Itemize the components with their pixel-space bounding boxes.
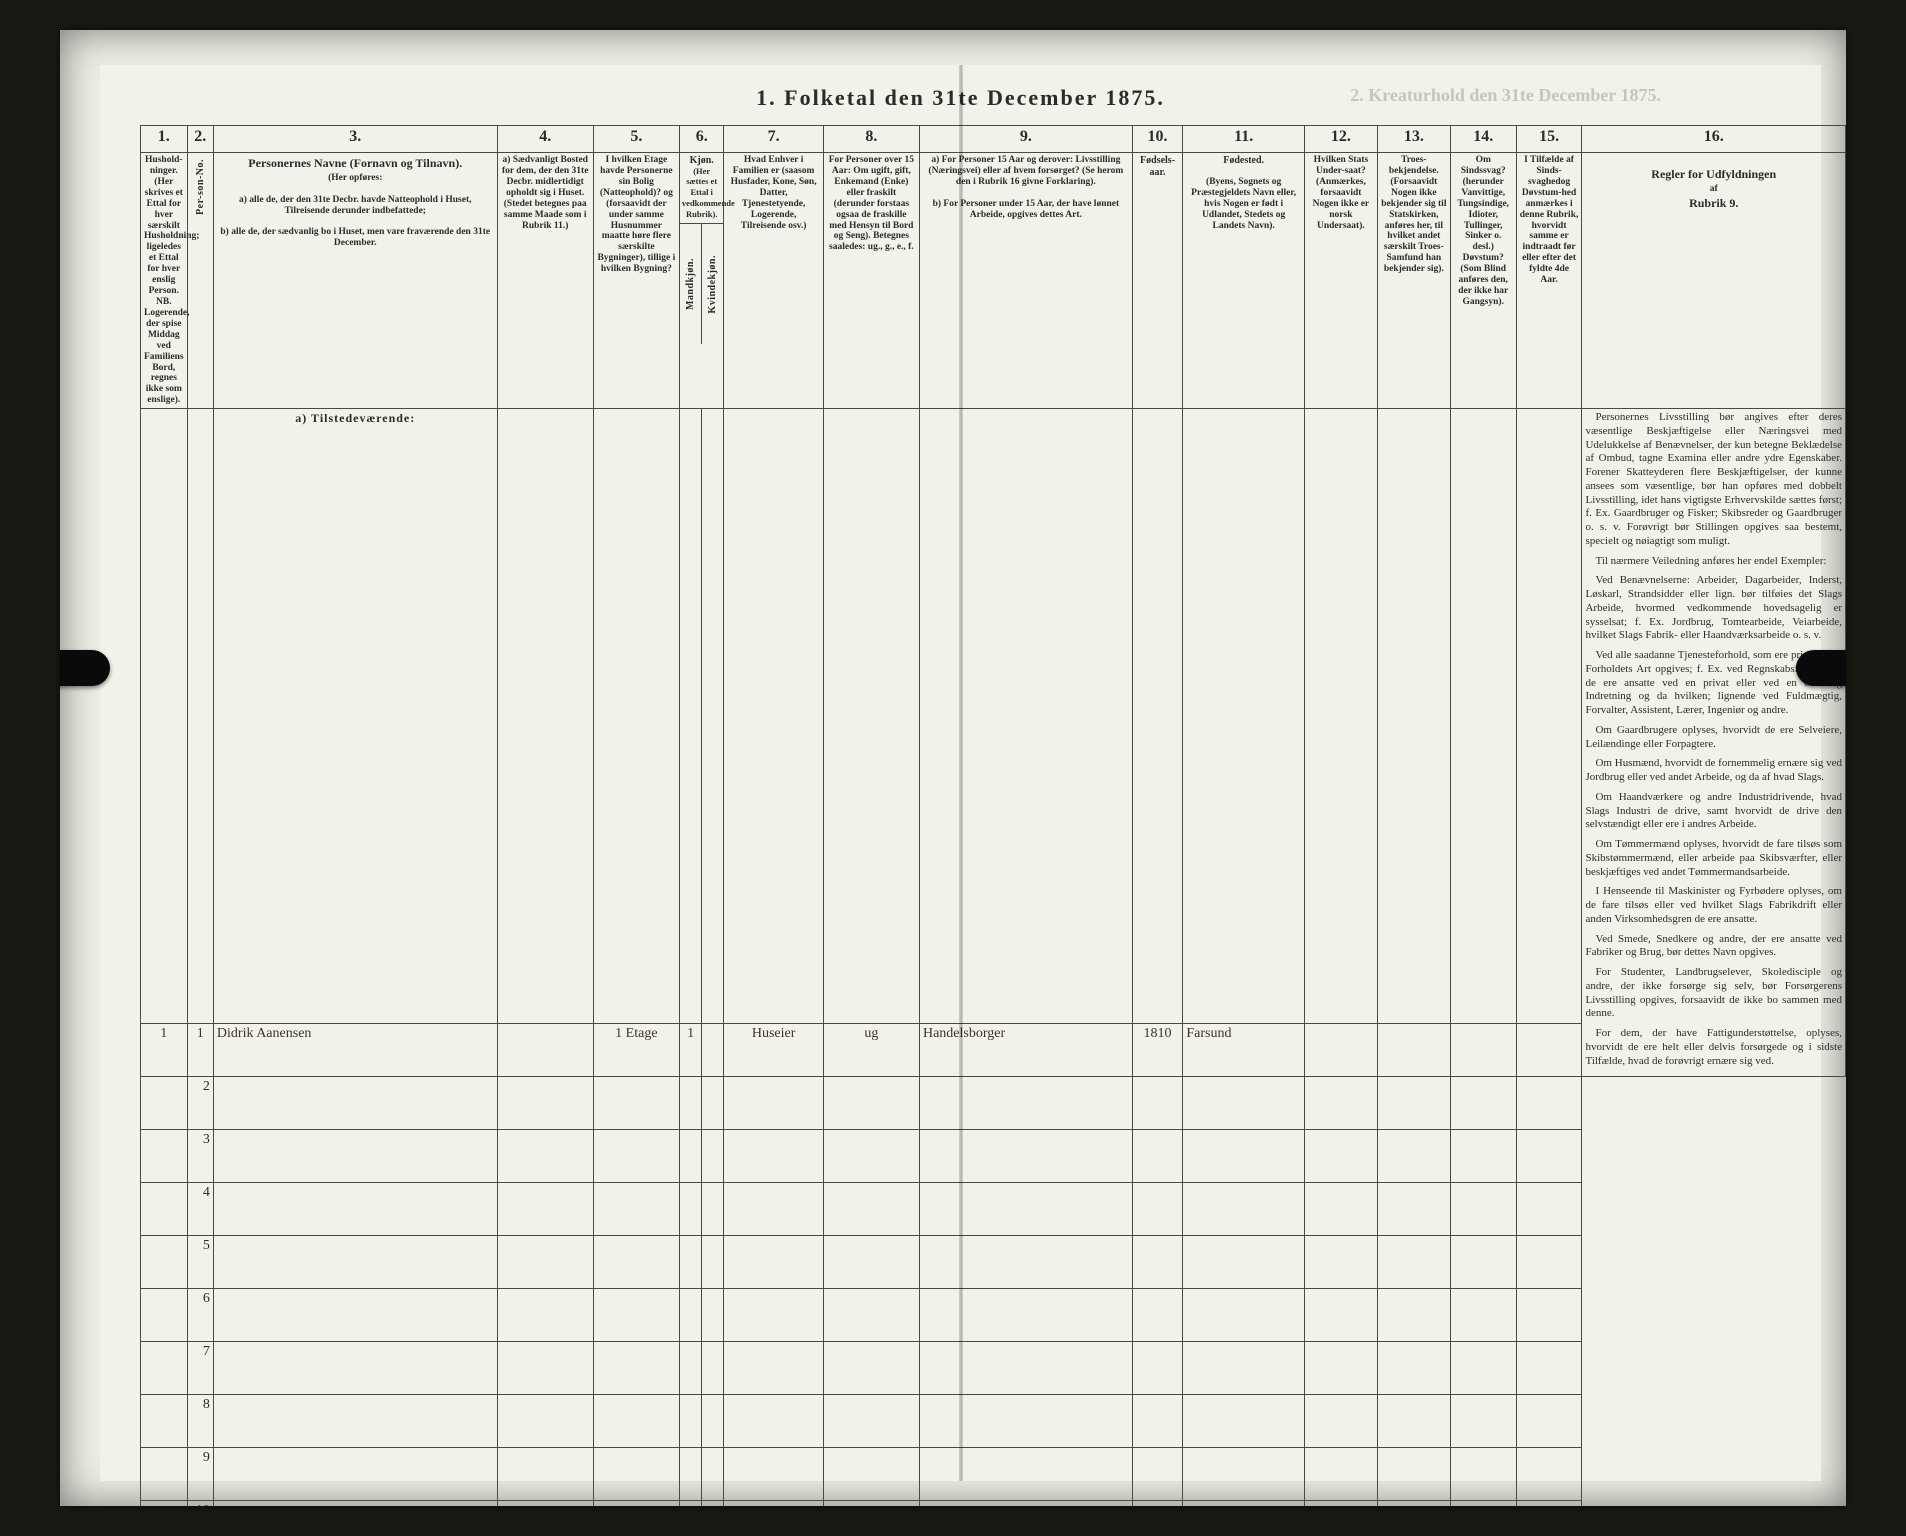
colnum-5: 5. [593,126,679,153]
cell-9: Handelsborger [919,1024,1132,1077]
row-number: 10 [187,1501,213,1506]
person-row-6: 6 [141,1289,1846,1342]
hdr-13: Troes-bekjendelse. (Forsaavidt Nogen ikk… [1377,153,1450,409]
person-row-9: 9 [141,1448,1846,1501]
book-gutter [959,65,963,1481]
colnum-10: 10. [1132,126,1183,153]
hdr-3: Personernes Navne (Fornavn og Tilnavn). … [213,153,497,409]
colnum-13: 13. [1377,126,1450,153]
hdr-14: Om Sindssvag? (herunder Vanvittige, Tung… [1450,153,1516,409]
row-number: 6 [187,1289,213,1342]
person-row-8: 8 [141,1395,1846,1448]
hdr-10: Fødsels-aar. [1132,153,1183,409]
cell-14 [1450,1024,1516,1077]
cell-7: Huseier [724,1024,823,1077]
row-number: 4 [187,1183,213,1236]
person-row-7: 7 [141,1342,1846,1395]
row-number: 8 [187,1395,213,1448]
instruction-paragraph: Personernes Livsstilling bør angives eft… [1585,411,1842,549]
row-number: 5 [187,1236,213,1289]
cell-name: Didrik Aanensen [213,1024,497,1077]
row-number: 7 [187,1342,213,1395]
colnum-8: 8. [823,126,919,153]
binder-clip-right [1796,650,1846,686]
cell-15 [1516,1024,1582,1077]
hdr-2: Per-son-No. [187,153,213,409]
person-row-10: 10 [141,1501,1846,1506]
column-number-row: 1. 2. 3. 4. 5. 6. 7. 8. 9. 10. 11. 12. 1… [141,126,1846,153]
hdr-6-male: Mandkjøn. [685,254,697,314]
colnum-6: 6. [679,126,724,153]
hdr-16: Regler for Udfyldningen af Rubrik 9. [1582,153,1846,409]
cell-5: 1 Etage [593,1024,679,1077]
colnum-15: 15. [1516,126,1582,153]
colnum-16: 16. [1582,126,1846,153]
bleedthrough-title: 2. Kreaturhold den 31te December 1875. [1350,85,1661,106]
person-row-3: 3 [141,1130,1846,1183]
scan-frame: 1. Folketal den 31te December 1875. 2. K… [60,30,1846,1506]
person-row-5: 5 [141,1236,1846,1289]
row-number: 3 [187,1130,213,1183]
cell-8: ug [823,1024,919,1077]
colnum-9: 9. [919,126,1132,153]
colnum-1: 1. [141,126,188,153]
instruction-paragraph: For Studenter, Landbrugselever, Skoledis… [1585,966,1842,1021]
hdr-5: I hvilken Etage havde Personerne sin Bol… [593,153,679,409]
hdr-12: Hvilken Stats Under-saat? (Anmærkes, for… [1304,153,1377,409]
row-number: 9 [187,1448,213,1501]
hdr-1: Hushold-ninger. (Her skrives et Ettal fo… [141,153,188,409]
hdr-7: Hvad Enhver i Familien er (saasom Husfad… [724,153,823,409]
colnum-7: 7. [724,126,823,153]
instruction-paragraph: Om Gaardbrugere oplyses, hvorvidt de ere… [1585,724,1842,752]
cell-12 [1304,1024,1377,1077]
paper-sheet: 1. Folketal den 31te December 1875. 2. K… [100,65,1821,1481]
colnum-14: 14. [1450,126,1516,153]
cell-11: Farsund [1183,1024,1305,1077]
colnum-11: 11. [1183,126,1305,153]
section-present-row: a) Tilstedeværende: Personernes Livsstil… [141,409,1846,1024]
person-row-2: 2 [141,1077,1846,1130]
row-number: 2 [187,1077,213,1130]
colnum-4: 4. [497,126,593,153]
cell-10: 1810 [1132,1024,1183,1077]
cell-13 [1377,1024,1450,1077]
hdr-15: I Tilfælde af Sinds-svaghedog Døvstum-he… [1516,153,1582,409]
cell-hh: 1 [141,1024,188,1077]
binder-clip-left [60,650,110,686]
instruction-paragraph: Til nærmere Veiledning anføres her endel… [1585,555,1842,569]
cell-6m: 1 [679,1024,701,1077]
instruction-paragraph: Om Tømmermænd oplyses, hvorvidt de fare … [1585,838,1842,879]
colnum-12: 12. [1304,126,1377,153]
hdr-9: a) For Personer 15 Aar og derover: Livss… [919,153,1132,409]
instructions-cell: Personernes Livsstilling bør angives eft… [1582,409,1846,1077]
census-table: 1. 2. 3. 4. 5. 6. 7. 8. 9. 10. 11. 12. 1… [140,125,1846,1506]
instruction-paragraph: Ved Benævnelserne: Arbeider, Dagarbeider… [1585,574,1842,643]
cell-pno: 1 [187,1024,213,1077]
section-present-label: a) Tilstedeværende: [213,409,497,1024]
hdr-4: a) Sædvanligt Bosted for dem, der den 31… [497,153,593,409]
hdr-8: For Personer over 15 Aar: Om ugift, gift… [823,153,919,409]
cell-6k [702,1024,724,1077]
instruction-paragraph: For dem, der have Fattigunderstøttelse, … [1585,1027,1842,1068]
instruction-paragraph: Om Husmænd, hvorvidt de fornemmelig ernæ… [1585,757,1842,785]
hdr-6: Kjøn. (Her sættes et Ettal i vedkommende… [679,153,724,409]
colnum-3: 3. [213,126,497,153]
hdr-11: Fødested. (Byens, Sognets og Præstegjeld… [1183,153,1305,409]
person-row-4: 4 [141,1183,1846,1236]
hdr-6-female: Kvindekjøn. [707,251,719,318]
instruction-paragraph: I Henseende til Maskinister og Fyrbødere… [1585,885,1842,926]
cell-4 [497,1024,593,1077]
instruction-paragraph: Ved Smede, Snedkere og andre, der ere an… [1585,933,1842,961]
column-header-row: Hushold-ninger. (Her skrives et Ettal fo… [141,153,1846,409]
instruction-paragraph: Om Haandværkere og andre Industridrivend… [1585,791,1842,832]
colnum-2: 2. [187,126,213,153]
